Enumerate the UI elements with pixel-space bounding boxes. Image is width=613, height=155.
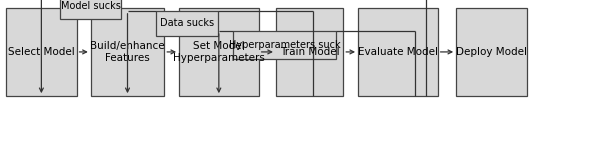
FancyBboxPatch shape [60, 0, 121, 19]
FancyBboxPatch shape [358, 8, 438, 96]
FancyBboxPatch shape [233, 31, 336, 59]
FancyBboxPatch shape [156, 11, 218, 36]
FancyBboxPatch shape [179, 8, 259, 96]
Text: Data sucks: Data sucks [160, 18, 214, 28]
Text: Evaluate Model: Evaluate Model [358, 47, 438, 57]
Text: Set Model
Hyperparameters: Set Model Hyperparameters [173, 41, 265, 63]
Text: Build/enhance
Features: Build/enhance Features [90, 41, 165, 63]
FancyBboxPatch shape [276, 8, 343, 96]
Text: Deploy Model: Deploy Model [456, 47, 527, 57]
Text: Select Model: Select Model [8, 47, 75, 57]
Text: Hyperparameters suck: Hyperparameters suck [229, 40, 340, 50]
FancyBboxPatch shape [456, 8, 527, 96]
FancyBboxPatch shape [91, 8, 164, 96]
Text: Model sucks: Model sucks [61, 1, 121, 11]
Text: Train Model: Train Model [280, 47, 340, 57]
FancyBboxPatch shape [6, 8, 77, 96]
